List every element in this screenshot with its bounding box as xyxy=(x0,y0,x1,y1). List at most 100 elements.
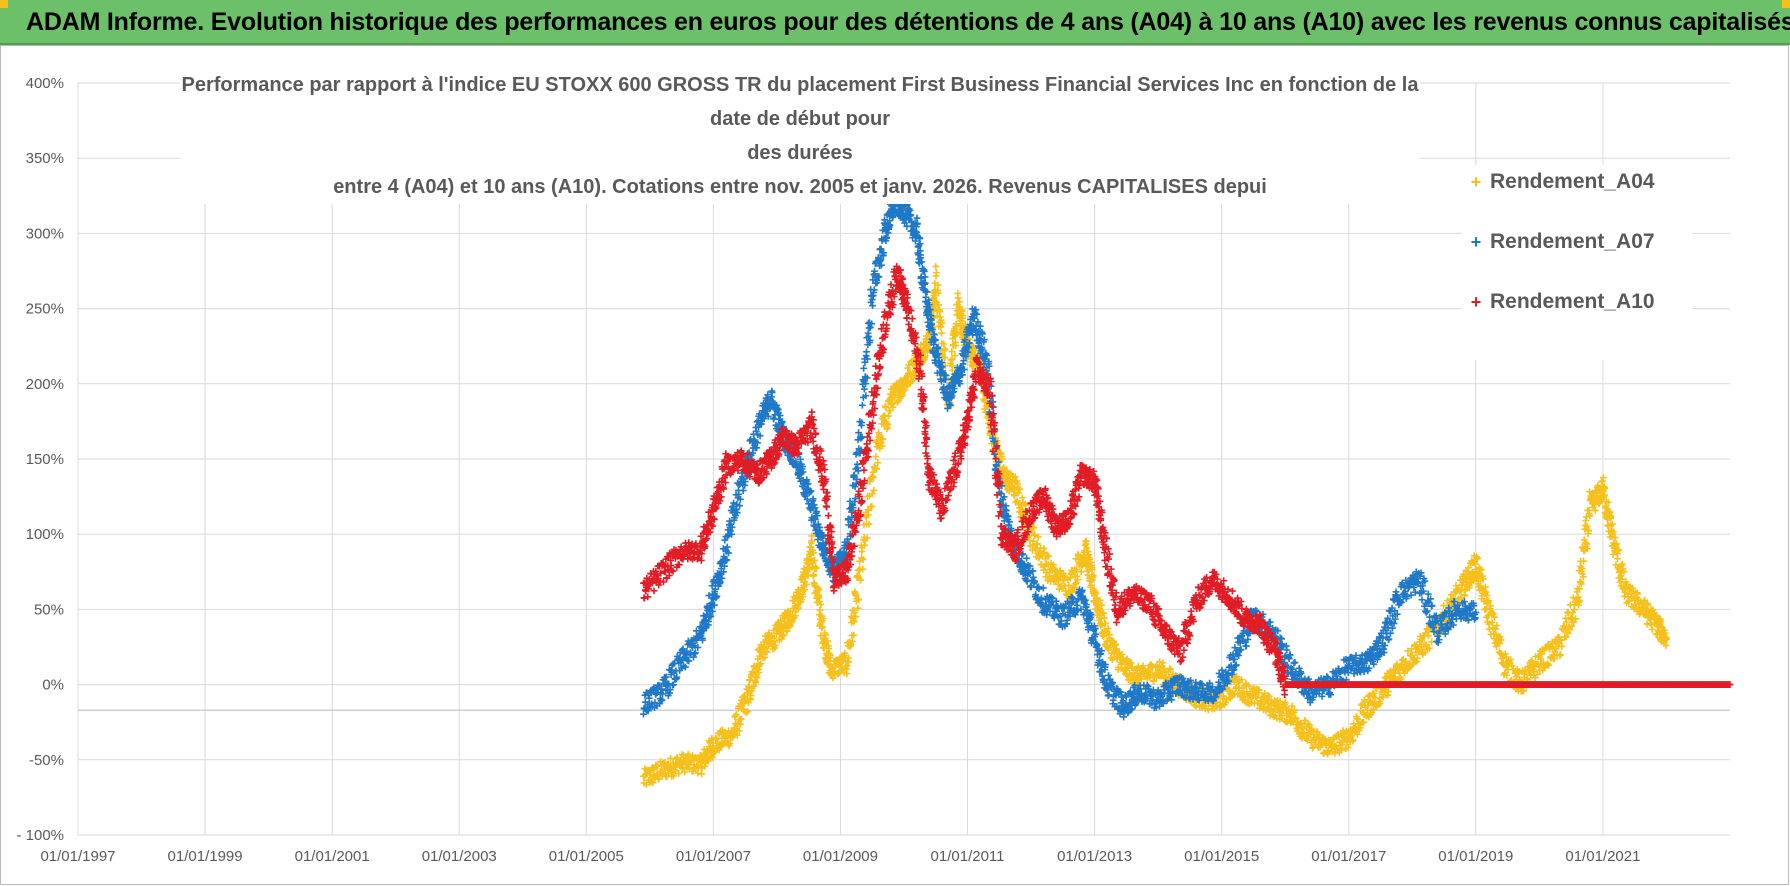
x-tick-label: 01/01/2019 xyxy=(1438,848,1513,865)
y-tick-label: 200% xyxy=(26,376,64,393)
data-point xyxy=(1648,626,1656,633)
x-tick-label: 01/01/2017 xyxy=(1311,848,1386,865)
data-point xyxy=(761,654,769,661)
x-tick-label: 01/01/2015 xyxy=(1184,848,1259,865)
data-point xyxy=(958,307,966,315)
data-point xyxy=(948,348,956,356)
data-point xyxy=(664,760,672,768)
chart-frame xyxy=(0,45,1789,885)
data-point xyxy=(801,586,808,594)
data-point xyxy=(649,779,657,787)
data-point xyxy=(742,709,750,716)
data-point xyxy=(954,294,962,302)
data-point xyxy=(1023,554,1031,562)
data-point xyxy=(692,753,699,761)
y-tick-label: 300% xyxy=(26,225,64,242)
data-point xyxy=(875,431,883,439)
data-point xyxy=(938,319,946,327)
data-point xyxy=(865,506,873,514)
data-point xyxy=(1422,608,1430,616)
data-point xyxy=(763,648,771,656)
data-point xyxy=(936,313,944,321)
data-point xyxy=(882,404,890,411)
y-tick-label: 50% xyxy=(34,601,64,618)
data-point xyxy=(817,618,825,626)
data-point xyxy=(879,435,887,443)
data-point xyxy=(670,772,677,780)
data-point xyxy=(934,281,942,289)
data-point xyxy=(694,769,702,777)
data-point xyxy=(818,623,826,631)
data-point xyxy=(780,632,787,639)
data-point xyxy=(933,269,940,277)
data-point xyxy=(811,557,818,564)
data-point xyxy=(852,613,860,620)
data-point xyxy=(940,340,948,348)
y-tick-label: 150% xyxy=(26,451,64,468)
data-point xyxy=(863,534,871,542)
data-point xyxy=(641,594,648,602)
data-point xyxy=(941,354,949,362)
data-point xyxy=(859,556,867,563)
y-tick-label: 100% xyxy=(26,526,64,543)
x-tick-label: 01/01/2021 xyxy=(1565,848,1640,865)
x-tick-label: 01/01/1997 xyxy=(40,848,115,865)
data-point xyxy=(785,623,793,631)
data-point xyxy=(681,768,688,776)
data-point xyxy=(870,474,877,482)
data-point xyxy=(753,674,761,682)
data-point xyxy=(816,598,823,605)
data-point xyxy=(863,348,870,356)
data-point xyxy=(860,364,868,372)
data-point xyxy=(698,770,706,778)
data-point xyxy=(771,641,779,649)
y-tick-label: 250% xyxy=(26,301,64,318)
x-tick-label: 01/01/2011 xyxy=(931,848,1005,865)
data-point xyxy=(874,459,882,467)
data-point xyxy=(855,596,862,604)
data-point xyxy=(817,601,825,608)
data-point xyxy=(859,565,867,573)
data-point xyxy=(675,770,683,777)
data-point xyxy=(744,707,751,715)
data-point xyxy=(947,356,955,364)
data-point xyxy=(747,692,755,699)
data-point xyxy=(857,576,865,584)
data-point xyxy=(889,403,897,411)
data-point xyxy=(878,442,886,450)
data-point xyxy=(909,374,917,382)
data-point xyxy=(795,604,802,612)
data-point xyxy=(783,627,791,635)
axis-layer: 400%350%300%250%200%150%100%50%0%-50%- 1… xyxy=(16,75,1730,865)
corner-mark-left xyxy=(0,0,8,8)
data-point xyxy=(810,549,817,557)
data-point xyxy=(843,670,851,677)
data-point xyxy=(1291,658,1299,666)
data-point xyxy=(884,420,892,428)
data-point xyxy=(851,609,858,616)
y-tick-label: -50% xyxy=(29,752,64,769)
points-layer xyxy=(640,190,1734,789)
data-point xyxy=(932,263,940,270)
data-point xyxy=(941,345,949,353)
y-tick-label: 350% xyxy=(26,150,64,167)
data-point xyxy=(757,660,765,668)
data-point xyxy=(797,576,805,584)
data-point xyxy=(868,503,876,510)
data-point xyxy=(952,342,960,349)
data-point xyxy=(934,289,942,297)
data-point xyxy=(815,586,823,593)
data-point xyxy=(802,581,810,588)
corner-mark-right xyxy=(1782,0,1790,8)
data-point xyxy=(959,312,967,319)
x-tick-label: 01/01/2003 xyxy=(422,848,497,865)
data-point xyxy=(726,740,733,747)
data-point xyxy=(650,766,658,774)
data-point xyxy=(1614,555,1621,563)
data-point xyxy=(845,654,853,662)
data-point xyxy=(810,571,818,579)
data-point xyxy=(819,615,827,622)
header-banner: ADAM Informe. Evolution historique des p… xyxy=(0,0,1790,45)
data-point xyxy=(735,727,743,735)
